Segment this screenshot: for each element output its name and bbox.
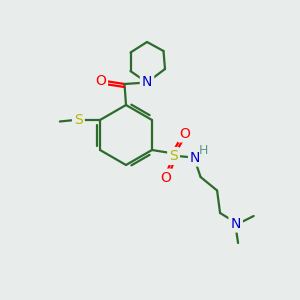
Text: S: S: [74, 113, 83, 127]
Text: N: N: [190, 151, 200, 164]
Text: O: O: [95, 74, 106, 88]
Text: O: O: [179, 127, 190, 140]
Text: N: N: [230, 217, 241, 230]
Text: H: H: [199, 143, 208, 157]
Text: O: O: [160, 171, 171, 184]
Text: N: N: [142, 76, 152, 89]
Text: S: S: [169, 149, 178, 163]
